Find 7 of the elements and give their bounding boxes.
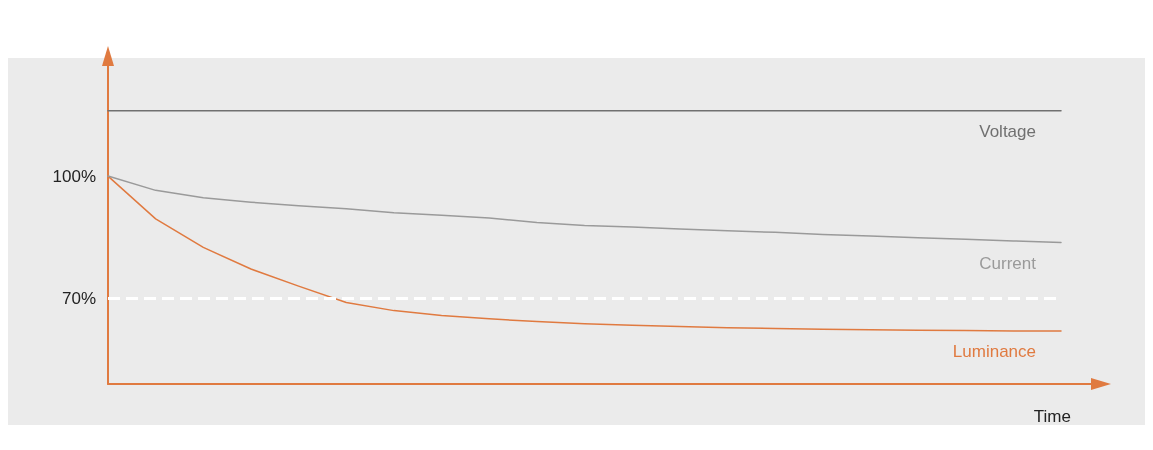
- series-label: Current: [979, 253, 1037, 273]
- y-tick-label: 70%: [61, 288, 96, 308]
- y-tick-label: 100%: [52, 166, 96, 186]
- x-axis-title: Time: [1033, 407, 1071, 426]
- line-series: [107, 175, 1062, 244]
- series-label: Voltage: [979, 121, 1036, 141]
- series-label: Luminance: [952, 342, 1036, 361]
